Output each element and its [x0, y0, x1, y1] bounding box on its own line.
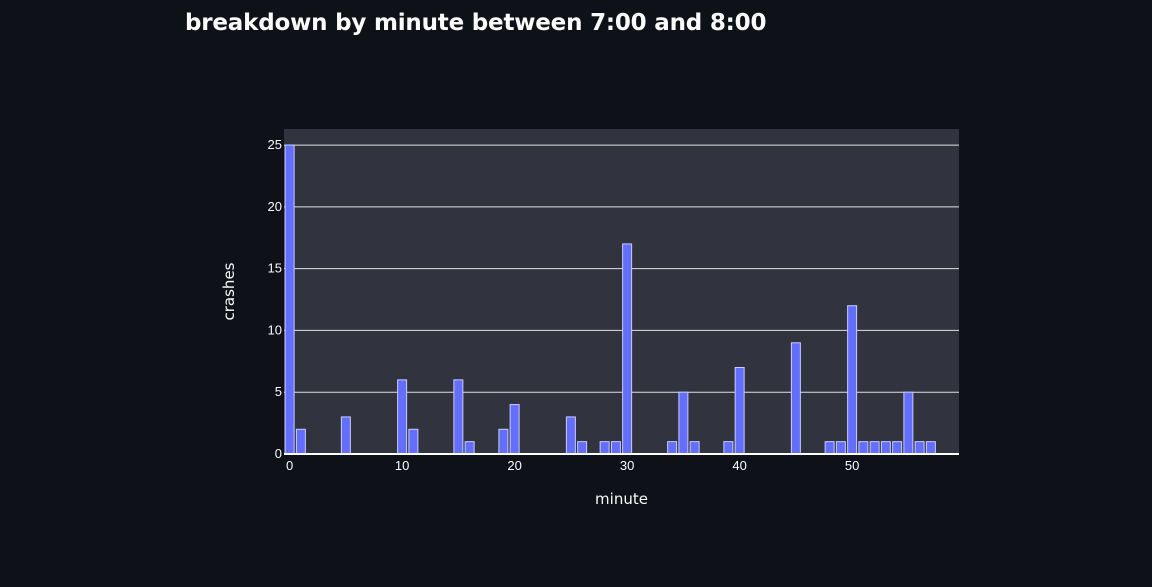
bar[interactable] [599, 441, 610, 455]
bar[interactable] [577, 441, 588, 455]
bar[interactable] [847, 305, 858, 455]
bar[interactable] [678, 391, 689, 455]
y-tick-label: 0 [275, 446, 282, 461]
x-tick-label: 20 [507, 458, 521, 473]
bar[interactable] [284, 144, 295, 455]
bar[interactable] [610, 441, 621, 455]
x-tick-label: 0 [286, 458, 293, 473]
bar[interactable] [509, 404, 520, 455]
bar[interactable] [453, 379, 464, 455]
bar[interactable] [914, 441, 925, 455]
x-tick-label: 30 [620, 458, 634, 473]
x-tick-label: 50 [845, 458, 859, 473]
bar[interactable] [892, 441, 903, 455]
chart-title: breakdown by minute between 7:00 and 8:0… [185, 10, 767, 36]
y-tick-label: 20 [268, 199, 282, 214]
bar[interactable] [880, 441, 891, 455]
y-tick-label: 15 [268, 261, 282, 276]
gridlines [284, 144, 959, 393]
bar[interactable] [858, 441, 869, 455]
bar[interactable] [464, 441, 475, 455]
x-axis-label: minute [595, 490, 648, 508]
plot-area [284, 129, 959, 454]
bar[interactable] [723, 441, 734, 455]
bar[interactable] [689, 441, 700, 455]
bar[interactable] [667, 441, 678, 455]
bar[interactable] [397, 379, 408, 455]
bar[interactable] [903, 391, 914, 455]
bar[interactable] [869, 441, 880, 455]
y-tick-label: 25 [268, 137, 282, 152]
y-tick-label: 10 [268, 322, 282, 337]
bar[interactable] [925, 441, 936, 455]
bar[interactable] [790, 342, 801, 455]
axes: 0 5 10 15 20 25 0 10 20 30 40 50 [268, 137, 959, 473]
bar[interactable] [835, 441, 846, 455]
x-tick-label: 40 [732, 458, 746, 473]
y-axis-label: crashes [220, 262, 238, 320]
bar[interactable] [340, 416, 351, 455]
x-tick-label: 10 [395, 458, 409, 473]
bar[interactable] [824, 441, 835, 455]
y-tick-label: 5 [275, 384, 282, 399]
bar[interactable] [498, 428, 509, 455]
bar[interactable] [565, 416, 576, 455]
bar[interactable] [734, 366, 745, 455]
bar[interactable] [408, 428, 419, 455]
bar[interactable] [295, 428, 306, 455]
bar[interactable] [622, 243, 633, 455]
